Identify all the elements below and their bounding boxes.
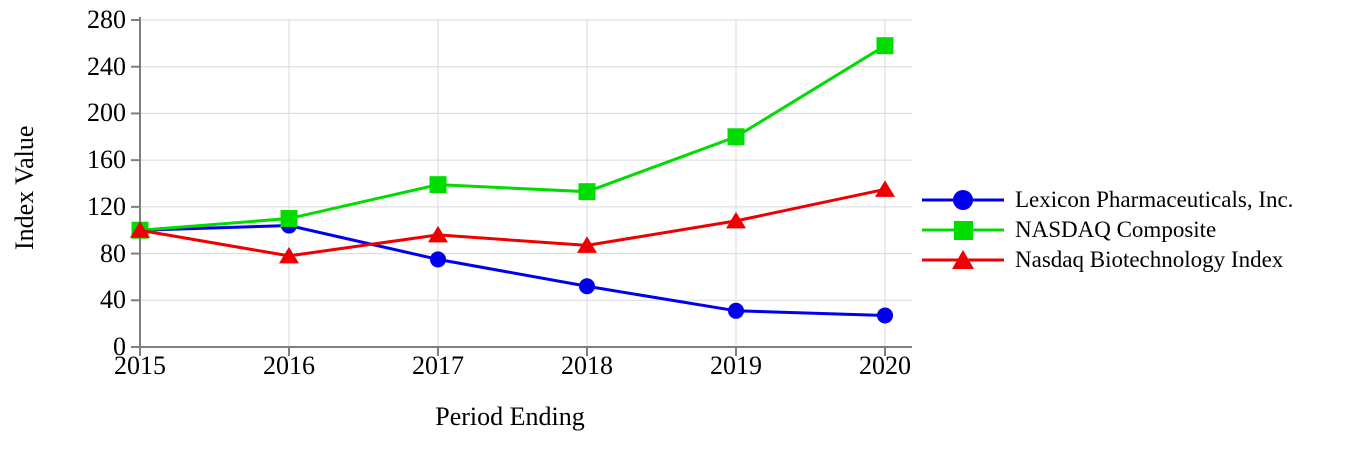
x-tick-label: 2019	[710, 351, 762, 380]
data-point-square	[578, 183, 596, 201]
x-tick-label: 2020	[859, 351, 911, 380]
y-tick-label: 120	[87, 191, 126, 221]
data-point-circle	[430, 251, 446, 268]
y-tick-label: 200	[87, 98, 126, 128]
y-tick-label: 240	[87, 51, 126, 81]
data-point-triangle	[428, 225, 448, 243]
y-tick-label: 80	[100, 238, 126, 268]
data-point-square	[727, 128, 745, 146]
legend-label: Nasdaq Biotechnology Index	[1015, 247, 1284, 272]
y-axis-title: Index Value	[10, 125, 39, 251]
data-point-triangle	[279, 246, 299, 264]
legend-label: Lexicon Pharmaceuticals, Inc.	[1015, 187, 1294, 212]
legend-square-marker-icon	[922, 221, 1004, 240]
legend: Lexicon Pharmaceuticals, Inc. NASDAQ Comp…	[921, 185, 1293, 275]
legend-triangle-marker-icon	[922, 250, 1004, 269]
y-tick-label: 160	[87, 145, 126, 175]
x-tick-label: 2016	[263, 351, 315, 380]
data-point-square	[876, 37, 894, 55]
x-tick-label: 2017	[412, 351, 464, 380]
data-point-square	[280, 210, 298, 228]
data-point-circle	[877, 307, 893, 324]
series-line-nasdaq-composite	[139, 44, 886, 232]
series-line-lexicon-pharmaceuticals-inc	[139, 224, 886, 317]
data-point-circle	[579, 278, 595, 295]
legend-marker-shape	[954, 221, 973, 240]
legend-item: Lexicon Pharmaceuticals, Inc.	[921, 185, 1293, 215]
legend-circle-marker-icon	[922, 190, 1004, 210]
legend-marker-shape	[952, 250, 974, 269]
data-point-triangle	[577, 236, 597, 253]
data-point-triangle	[130, 221, 150, 238]
data-point-square	[429, 176, 447, 194]
y-tick-label: 40	[100, 285, 126, 315]
x-tick-label: 2018	[561, 351, 613, 380]
data-point-circle	[728, 302, 744, 319]
series-line-nasdaq-biotechnology-index	[139, 187, 886, 258]
x-tick-label: 2015	[114, 351, 166, 380]
x-axis-title: Period Ending	[435, 402, 585, 431]
y-tick-label: 0	[113, 332, 126, 361]
data-point-triangle	[875, 180, 895, 197]
legend-marker-shape	[953, 190, 973, 210]
legend-item: Nasdaq Biotechnology Index	[921, 245, 1293, 275]
y-tick-label: 280	[87, 5, 126, 34]
legend-item: NASDAQ Composite	[921, 215, 1293, 245]
legend-label: NASDAQ Composite	[1015, 217, 1217, 242]
data-point-triangle	[726, 211, 746, 229]
